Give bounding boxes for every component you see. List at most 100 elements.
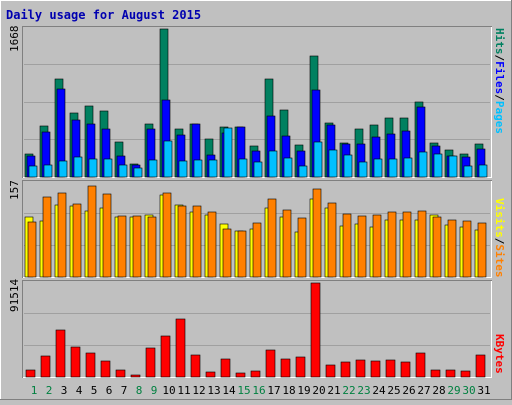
- bar-pages: [253, 161, 263, 178]
- bar-sites: [282, 209, 292, 278]
- day-label: 15: [237, 384, 250, 397]
- day-label: 26: [402, 384, 415, 397]
- bar-kbytes: [160, 335, 171, 378]
- day-label: 21: [327, 384, 340, 397]
- bar-sites: [462, 220, 472, 278]
- day-label: 10: [162, 384, 175, 397]
- day-label: 27: [417, 384, 430, 397]
- day-label: 11: [177, 384, 190, 397]
- bar-sites: [42, 196, 52, 278]
- bar-sites: [387, 211, 397, 278]
- bar-pages: [58, 160, 68, 178]
- bar-kbytes: [385, 359, 396, 378]
- bar-pages: [178, 160, 188, 178]
- bar-pages: [373, 158, 383, 178]
- bar-kbytes: [280, 358, 291, 378]
- bar-sites: [207, 211, 217, 278]
- bar-pages: [268, 150, 278, 178]
- bar-pages: [223, 127, 233, 178]
- bar-pages: [463, 165, 473, 178]
- day-label: 23: [357, 384, 370, 397]
- bar-pages: [433, 153, 443, 178]
- bar-kbytes: [100, 360, 111, 378]
- bar-kbytes: [40, 355, 51, 378]
- bar-sites: [237, 230, 247, 278]
- bar-pages: [358, 161, 368, 178]
- day-label: 2: [46, 384, 53, 397]
- day-label: 28: [432, 384, 445, 397]
- bar-pages: [148, 159, 158, 178]
- bar-pages: [73, 156, 83, 178]
- bar-kbytes: [55, 329, 66, 378]
- day-label: 18: [282, 384, 295, 397]
- bar-kbytes: [475, 354, 486, 378]
- legend-separator: /: [493, 238, 506, 245]
- bar-sites: [27, 221, 37, 278]
- day-label: 1: [31, 384, 38, 397]
- bar-kbytes: [355, 359, 366, 378]
- bar-pages: [403, 157, 413, 178]
- day-label: 20: [312, 384, 325, 397]
- y-max-label-kbytes: 91514: [8, 279, 21, 312]
- bar-sites: [357, 215, 367, 278]
- legend-sites: Sites: [493, 244, 506, 277]
- bar-pages: [448, 155, 458, 178]
- bar-pages: [283, 157, 293, 178]
- bar-pages: [43, 164, 53, 178]
- bar-kbytes: [415, 352, 426, 378]
- bar-sites: [57, 192, 67, 278]
- plot-area-visits-sites: [24, 185, 490, 278]
- bar-sites: [177, 205, 187, 278]
- legend-hits: Hits: [493, 28, 506, 55]
- bar-sites: [117, 215, 127, 278]
- bar-pages: [418, 151, 428, 178]
- bar-kbytes: [190, 354, 201, 378]
- bar-pages: [88, 158, 98, 178]
- legend-kbytes: KBytes: [493, 334, 506, 374]
- x-axis-day-labels: 1 2 3 4 5 6 7 8 9 10 11 12 13 14 15 16 17 18 19 20 21 22 23 24 2…: [31, 384, 491, 397]
- bar-kbytes: [295, 356, 306, 378]
- day-label: 5: [91, 384, 98, 397]
- day-label: 9: [151, 384, 158, 397]
- bar-sites: [222, 228, 232, 278]
- day-label: 13: [207, 384, 220, 397]
- bar-kbytes: [400, 361, 411, 378]
- bar-kbytes: [325, 364, 336, 378]
- y-max-label-hits: 1668: [8, 26, 21, 53]
- day-label: 8: [136, 384, 143, 397]
- bar-kbytes: [85, 352, 96, 378]
- bar-pages: [388, 158, 398, 178]
- bar-kbytes: [25, 369, 36, 378]
- bar-sites: [417, 210, 427, 278]
- bar-sites: [192, 205, 202, 278]
- bar-sites: [87, 185, 97, 278]
- bar-kbytes: [145, 347, 156, 378]
- bar-kbytes: [370, 360, 381, 378]
- bar-pages: [313, 141, 323, 178]
- day-label: 4: [76, 384, 83, 397]
- panel-hits-files-pages: [22, 26, 492, 178]
- bar-sites: [447, 219, 457, 278]
- day-label: 3: [61, 384, 68, 397]
- day-label: 12: [192, 384, 205, 397]
- bar-sites: [147, 216, 157, 278]
- day-label: 17: [267, 384, 280, 397]
- legend-visits-sites: Visits/Sites: [493, 198, 506, 278]
- legend-files: Files: [493, 61, 506, 94]
- bar-sites: [297, 217, 307, 278]
- legend-separator: /: [493, 94, 506, 101]
- bar-kbytes: [265, 349, 276, 378]
- bar-kbytes: [175, 318, 186, 378]
- bar-kbytes: [220, 358, 231, 378]
- bar-kbytes: [115, 369, 126, 378]
- plot-area-kbytes: [24, 282, 490, 378]
- y-max-label-visits: 157: [8, 180, 21, 200]
- bar-kbytes: [130, 374, 141, 378]
- legend-hits-files-pages: Hits/Files/Pages: [493, 28, 506, 134]
- bar-sites: [327, 202, 337, 278]
- bar-sites: [432, 216, 442, 278]
- bar-kbytes: [235, 372, 246, 378]
- bar-pages: [193, 159, 203, 178]
